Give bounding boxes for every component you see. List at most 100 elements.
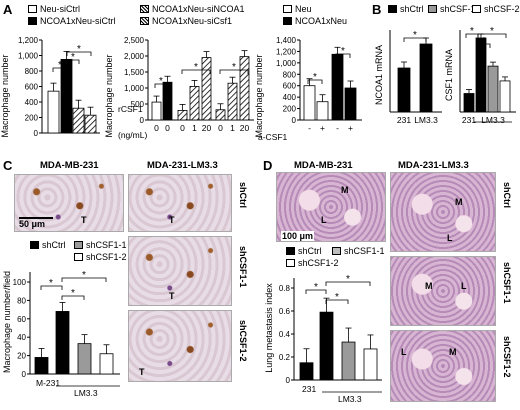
svg-text:*: * — [341, 46, 345, 57]
he-image-lm33-shcsf1-2: L M — [390, 330, 496, 402]
panel-label-c: C — [3, 158, 13, 173]
ihc-image-lm33-shcsf1-2: T — [128, 310, 232, 382]
y-tick-label: 1,000 — [276, 59, 297, 68]
legend-label: shCSF1-1 — [344, 246, 385, 256]
panel-label-d: D — [263, 158, 273, 173]
y-tick-label: 200 — [25, 114, 39, 123]
metastasis-label: M — [425, 281, 433, 291]
bar — [331, 53, 344, 121]
y-tick-label: 20 — [17, 352, 26, 361]
y-tick-label: 1,200 — [276, 47, 297, 56]
x-tick-label: + — [320, 123, 325, 133]
y-tick-label: 1,500 — [124, 68, 145, 77]
svg-text:*: * — [77, 44, 81, 55]
bar — [303, 85, 316, 121]
significance-markers: * * * — [52, 44, 92, 72]
panel-d-title-left: MDA-MB-231 — [294, 160, 353, 171]
legend-label: NCOA1xNeu — [295, 16, 348, 26]
y-axis-label: Macrophage number — [0, 54, 10, 137]
svg-text:*: * — [232, 62, 236, 73]
svg-text:*: * — [71, 288, 75, 299]
svg-text:*: * — [82, 270, 86, 281]
bar — [151, 101, 162, 121]
scale-bar-label: 100 μm — [281, 231, 315, 241]
bar — [189, 86, 200, 121]
bar — [47, 90, 60, 134]
legend-item: shCtrl — [286, 246, 322, 256]
x-tick-label: - — [336, 123, 339, 133]
legend-label: shCSF1-2 — [86, 252, 127, 262]
legend-label: NCOA1xNeu-siCtrl — [40, 16, 116, 26]
legend-swatch — [30, 241, 39, 249]
legend-item: NCOA1xNeu-siCtrl — [28, 16, 116, 26]
bar — [72, 107, 85, 134]
y-tick-label: 200 — [283, 105, 297, 114]
chart-a3: Macrophage number 0 200 400 600 800 1,000 1,20… — [254, 36, 362, 142]
svg-text:*: * — [413, 30, 417, 41]
lung-label: L — [321, 215, 327, 225]
x-tick-label: 1 — [192, 123, 197, 133]
row-label: shCSF1-2 — [238, 320, 248, 362]
significance-markers: * * * — [465, 26, 507, 48]
tumor-label: T — [139, 367, 145, 377]
bar — [99, 353, 114, 375]
legend-swatch — [388, 5, 397, 13]
x-tick-label: 231 — [462, 115, 476, 125]
significance-markers: * * * — [305, 274, 371, 304]
legend-item: Neu-siCtrl — [28, 4, 80, 14]
legend-item: shCSF-2 — [472, 4, 520, 14]
svg-text:*: * — [58, 60, 62, 71]
ihc-image-231-shctrl: 50 μm T — [14, 174, 124, 232]
significance-markers: * * — [307, 46, 351, 84]
y-tick-label: 80 — [17, 296, 26, 305]
ihc-image-lm33-shcsf1-1: T — [128, 236, 232, 306]
legend-item: Neu — [283, 4, 312, 14]
row-label: shCSF1-1 — [502, 262, 512, 304]
row-label: shCtrl — [502, 182, 512, 209]
chart-b1: NCOA1 mRNA 231 LM3.3 * — [374, 30, 442, 125]
y-tick-label: 0.6 — [279, 307, 291, 316]
lung-label: L — [461, 281, 467, 291]
bar — [419, 43, 433, 113]
x-tick-label: 20 — [202, 123, 212, 133]
bar — [475, 37, 487, 113]
x-tick-label: 0 — [180, 123, 185, 133]
y-axis-label: Macrophage number — [254, 54, 264, 137]
legend-label: shCSF1-1 — [86, 240, 127, 250]
legend-swatch — [332, 247, 341, 255]
y-tick-label: 400 — [25, 98, 39, 107]
x-tick-label: + — [348, 123, 353, 133]
bar — [239, 56, 250, 121]
tumor-label: T — [169, 291, 175, 301]
panel-d-chart: Lung metastasis index 00.20.40.60.8 231 … — [264, 274, 382, 404]
y-tick-label: 0 — [22, 370, 27, 379]
bar — [215, 109, 226, 121]
acsf1-label: a-CSF1 — [258, 132, 288, 142]
y-tick-label: 2,500 — [124, 36, 145, 45]
x-tick-label: 0 — [154, 123, 159, 133]
row-label: shCtrl — [238, 182, 248, 209]
svg-text:*: * — [490, 26, 494, 37]
legend-swatch — [74, 241, 83, 249]
y-tick-label: 2,000 — [124, 52, 145, 61]
svg-text:*: * — [159, 76, 163, 87]
x-tick-label: 1 — [230, 123, 235, 133]
panel-label-a: A — [3, 2, 13, 17]
legend-item: shCSF1-1 — [74, 240, 127, 250]
legend-label: Neu — [295, 4, 312, 14]
svg-text:*: * — [335, 292, 339, 303]
y-tick-label: 0.2 — [279, 353, 291, 362]
legend-label: shCtrl — [42, 240, 66, 250]
he-image-lm33-shcsf1-1: M L — [390, 256, 496, 326]
x-tick-label: LM3.3 — [414, 115, 438, 125]
y-tick-label: 0.4 — [279, 330, 291, 339]
legend-swatch — [428, 5, 437, 13]
y-tick-label: 1,200 — [18, 36, 39, 45]
y-tick-label: 400 — [283, 93, 297, 102]
bar — [316, 101, 329, 121]
legend-swatch — [286, 247, 295, 255]
x-tick-label: M-231 — [36, 378, 60, 388]
bar — [341, 341, 356, 381]
legend-label: NCOA1xNeu-siCsf1 — [152, 16, 233, 26]
y-tick-label: 1,400 — [276, 36, 297, 45]
